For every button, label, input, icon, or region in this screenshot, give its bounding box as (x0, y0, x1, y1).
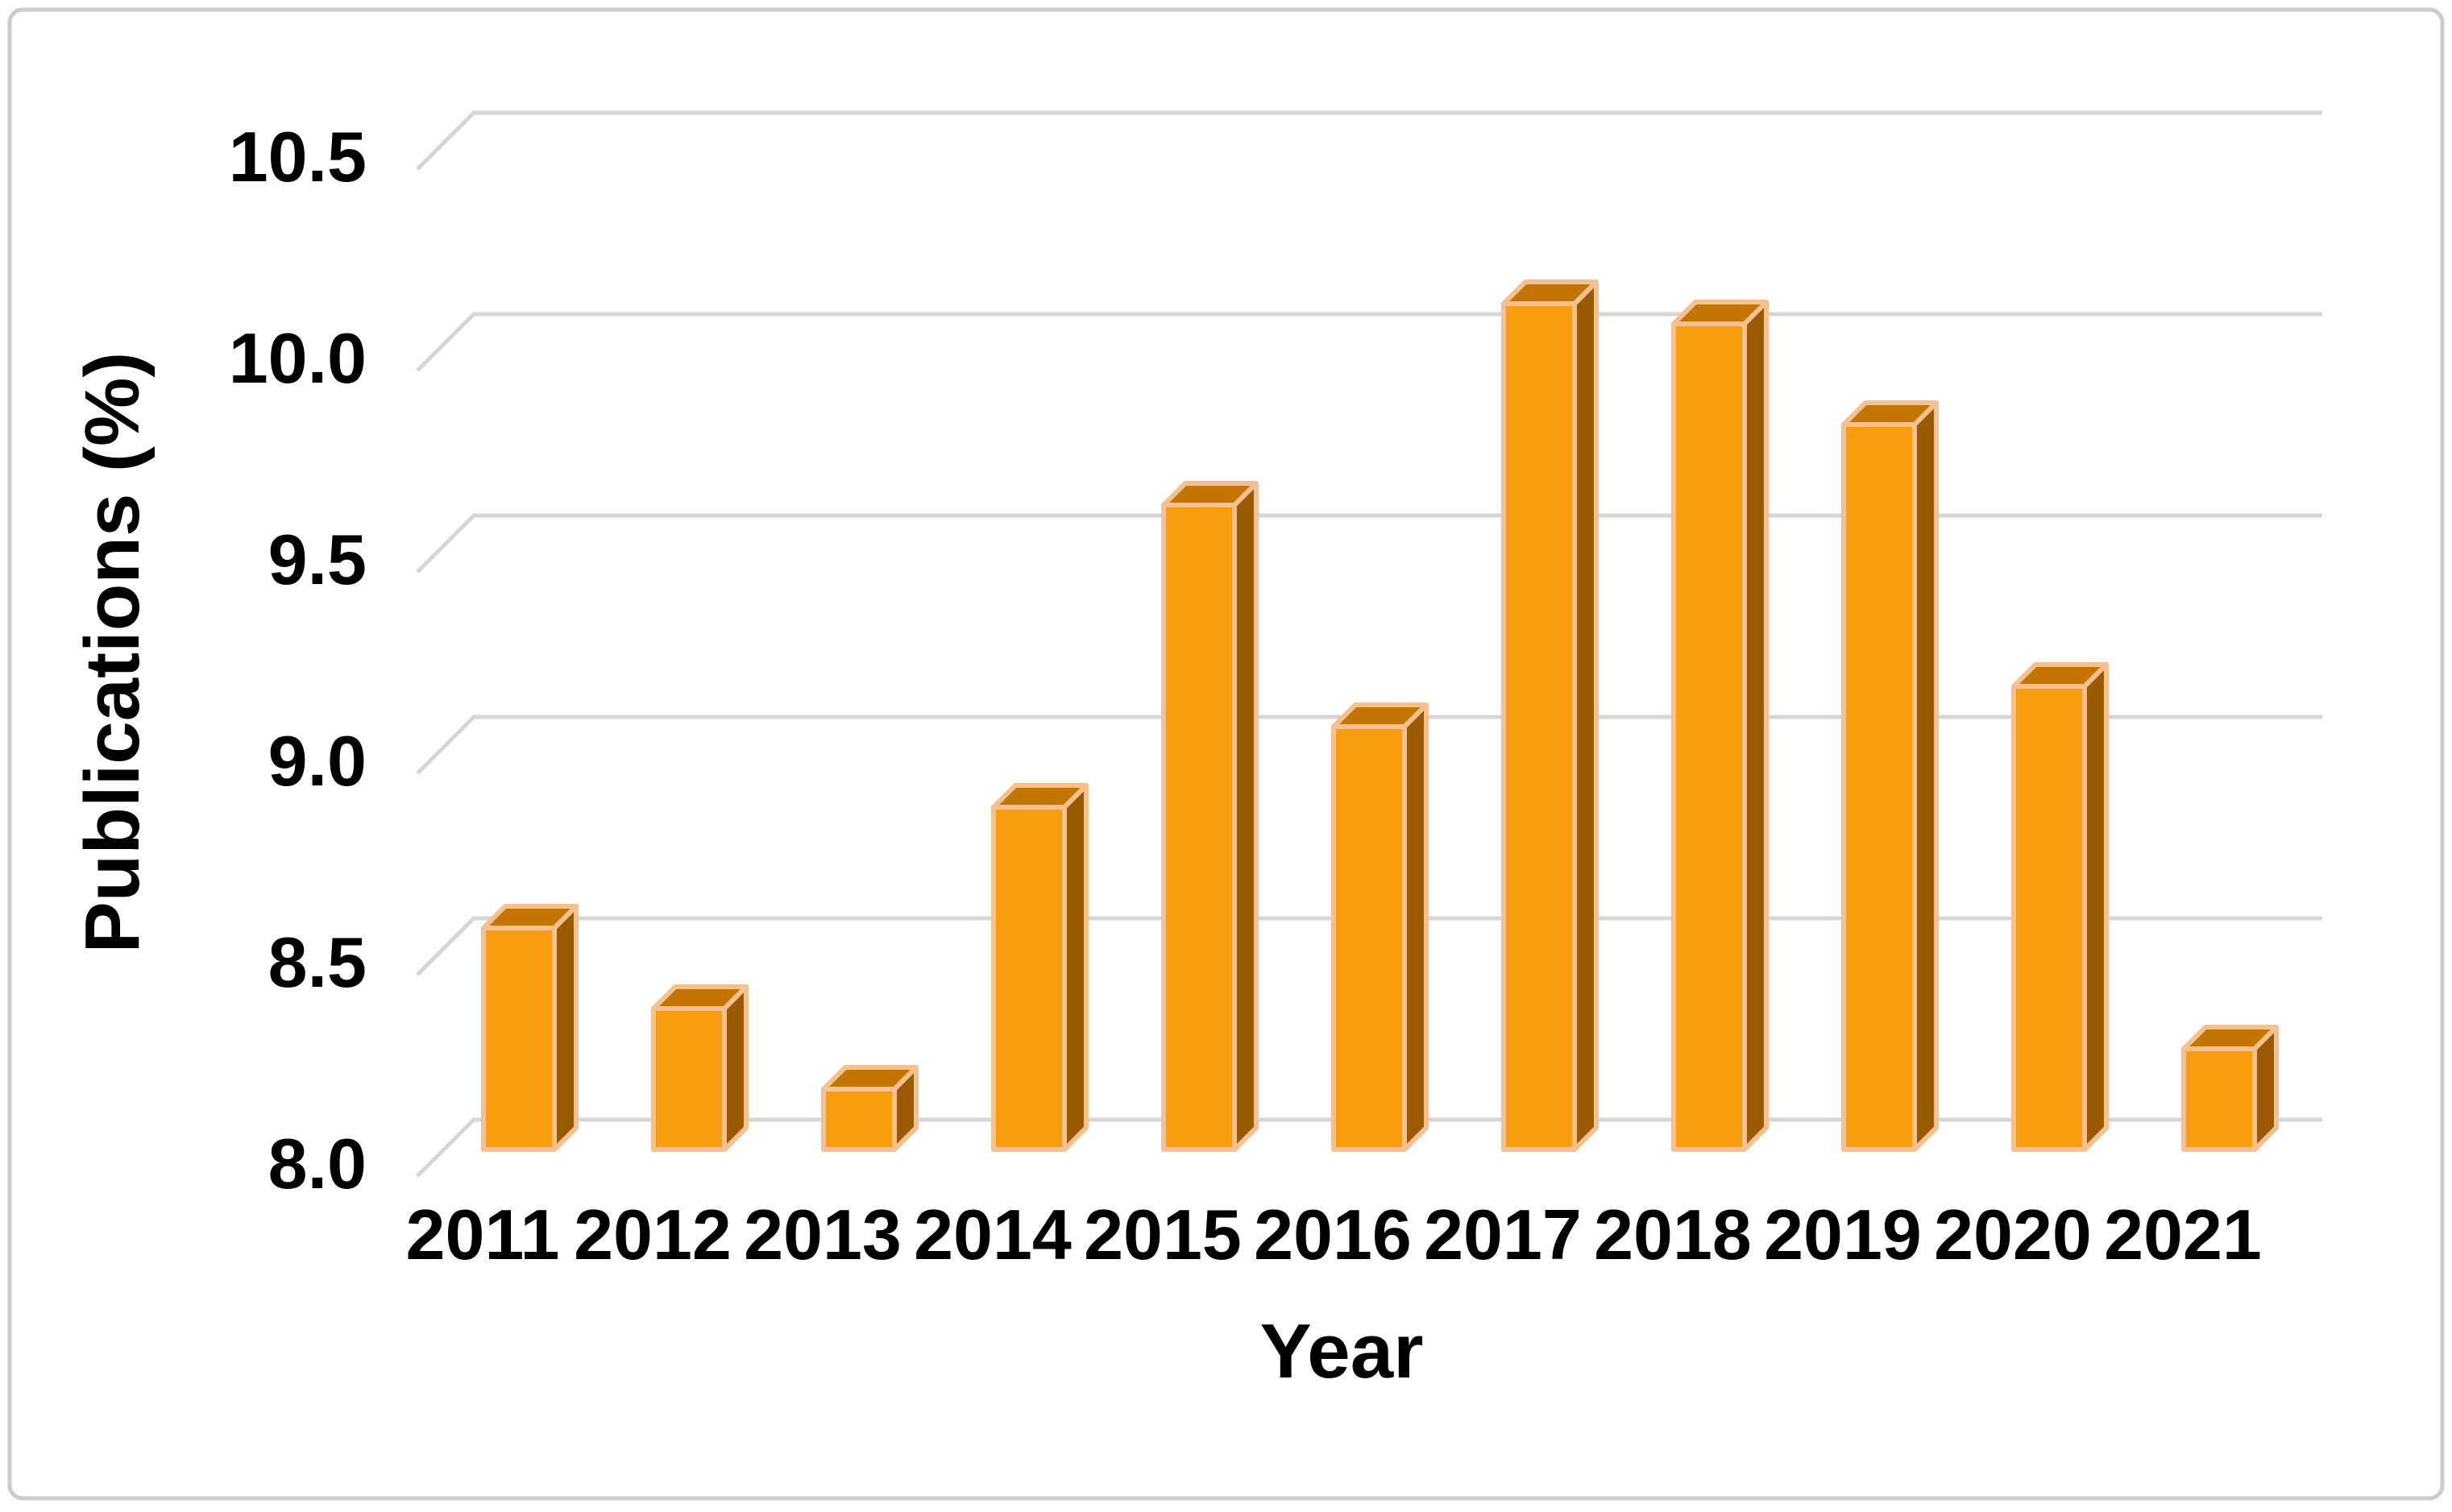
x-tick-label: 2021 (2104, 1195, 2262, 1274)
bar-3d (1671, 300, 1769, 1152)
bar-side-face (1572, 280, 1599, 1152)
x-tick-label: 2014 (914, 1195, 1072, 1274)
x-tick-label: 2013 (744, 1195, 902, 1274)
bar-3d (1331, 702, 1429, 1152)
x-tick-labels-layer: 2011 2012 2013 2014 2015 2016 2017 2018 2019 2020… (406, 1195, 2262, 1274)
bar-front-face (2011, 684, 2087, 1152)
bar-side-face (552, 904, 579, 1152)
bar-3d (821, 1065, 919, 1152)
bar-3d (1501, 280, 1599, 1152)
gridlines-layer (416, 110, 2322, 1178)
x-tick-label: 2020 (1934, 1195, 2092, 1274)
bar-front-face (821, 1087, 897, 1152)
bar-front-face (991, 805, 1067, 1152)
bar-front-face (1841, 422, 1917, 1152)
bar-side-face (1232, 481, 1259, 1152)
x-tick-label: 2015 (1084, 1195, 1242, 1274)
bar-side-face (1742, 300, 1769, 1152)
bars-layer (481, 280, 2279, 1152)
x-tick-label: 2016 (1254, 1195, 1412, 1274)
bar-3d (651, 984, 749, 1152)
bar-side-face (1062, 783, 1089, 1152)
bar-front-face (1331, 724, 1407, 1152)
bar-front-face (651, 1006, 727, 1152)
x-tick-label: 2011 (406, 1195, 560, 1274)
bar-front-face (1161, 503, 1237, 1152)
y-tick-label: 10.5 (229, 117, 367, 197)
x-axis-title: Year (1260, 1308, 1424, 1394)
y-tick-label: 10.0 (229, 318, 367, 398)
y-tick-label: 8.5 (268, 922, 367, 1002)
bar-side-face (1912, 400, 1939, 1152)
bar-3d (1161, 481, 1259, 1152)
bar-front-face (1501, 301, 1577, 1152)
bar-3d (991, 783, 1089, 1152)
bar-3d (2011, 662, 2109, 1152)
bar-front-face (481, 926, 557, 1152)
x-tick-label: 2019 (1764, 1195, 1922, 1274)
x-tick-label: 2017 (1424, 1195, 1582, 1274)
y-tick-label: 9.0 (268, 721, 367, 801)
bar-3d (481, 904, 579, 1152)
y-tick-label: 9.5 (268, 520, 367, 599)
y-axis-title: Publications (%) (69, 352, 156, 954)
bar-3d (2181, 1025, 2279, 1152)
bar-side-face (1402, 702, 1429, 1152)
y-tick-label: 8.0 (268, 1124, 367, 1203)
x-tick-label: 2012 (574, 1195, 732, 1274)
y-tick-labels-layer: 8.0 8.5 9.0 9.5 10.0 10.5 (229, 117, 367, 1203)
x-tick-label: 2018 (1594, 1195, 1752, 1274)
bar-side-face (722, 984, 749, 1152)
bar-front-face (1671, 321, 1747, 1152)
bar-front-face (2181, 1046, 2257, 1152)
bar-side-face (2082, 662, 2109, 1152)
gridline (416, 110, 2322, 171)
bar-3d (1841, 400, 1939, 1152)
